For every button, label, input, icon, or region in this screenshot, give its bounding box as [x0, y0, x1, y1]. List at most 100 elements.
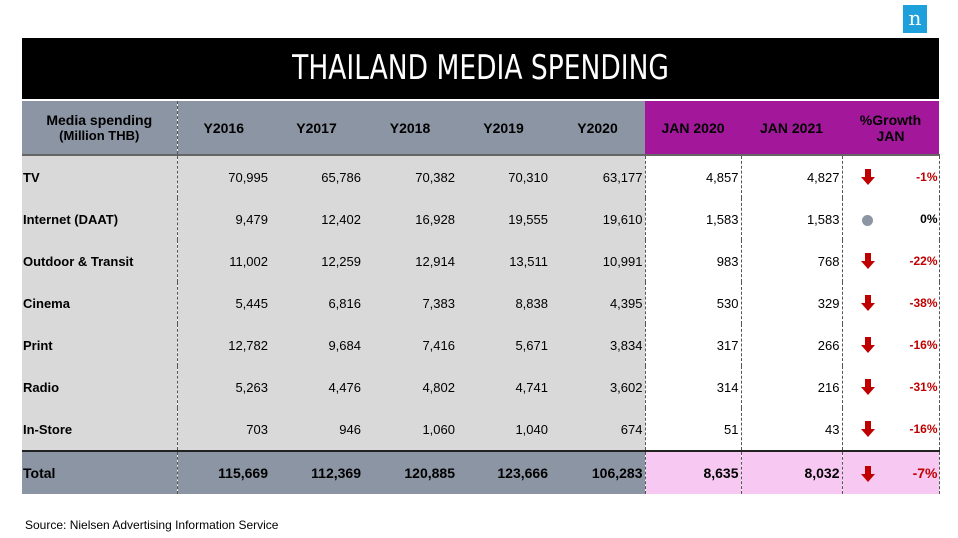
row-label: In-Store: [22, 408, 178, 451]
row-label: Cinema: [22, 282, 178, 324]
value-cell: 3,834: [550, 324, 646, 366]
growth-cell: -22%: [893, 240, 940, 282]
value-cell: 946: [270, 408, 363, 451]
value-cell: 266: [741, 324, 843, 366]
trend-cell: [842, 154, 893, 198]
header-row: Media spending (Million THB) Y2016 Y2017…: [22, 101, 940, 155]
value-cell: 4,395: [550, 282, 646, 324]
value-cell: 4,827: [741, 154, 843, 198]
value-cell: 7,383: [363, 282, 457, 324]
value-cell: 1,040: [457, 408, 550, 451]
row-label: Radio: [22, 366, 178, 408]
growth-cell: -1%: [893, 154, 940, 198]
value-cell: 43: [741, 408, 843, 451]
value-cell: 4,741: [457, 366, 550, 408]
header-col: Y2019: [457, 101, 550, 155]
value-cell: 112,369: [270, 450, 363, 494]
table-row: Cinema 5,445 6,816 7,383 8,838 4,395 530 329 -38…: [22, 282, 940, 324]
header-col: JAN 2020: [645, 101, 741, 155]
value-cell: 120,885: [363, 450, 457, 494]
growth-cell: -16%: [893, 408, 940, 451]
down-arrow-icon: [860, 337, 875, 354]
header-media-spending: Media spending (Million THB): [22, 101, 178, 155]
row-label: TV: [22, 154, 178, 198]
value-cell: 123,666: [457, 450, 550, 494]
value-cell: 106,283: [550, 450, 646, 494]
value-cell: 63,177: [550, 154, 646, 198]
row-label: Internet (DAAT): [22, 198, 178, 240]
value-cell: 70,310: [457, 154, 550, 198]
value-cell: 5,263: [177, 366, 270, 408]
page-title: THAILAND MEDIA SPENDING: [292, 48, 669, 88]
trend-cell: [842, 198, 893, 240]
value-cell: 6,816: [270, 282, 363, 324]
value-cell: 12,782: [177, 324, 270, 366]
header-col: Y2018: [363, 101, 457, 155]
value-cell: 13,511: [457, 240, 550, 282]
value-cell: 4,802: [363, 366, 457, 408]
value-cell: 530: [645, 282, 742, 324]
table-row: TV 70,995 65,786 70,382 70,310 63,177 4,857 4,8…: [22, 154, 940, 198]
value-cell: 317: [645, 324, 742, 366]
value-cell: 703: [177, 408, 270, 451]
down-arrow-icon: [860, 169, 875, 186]
row-label: Outdoor & Transit: [22, 240, 178, 282]
value-cell: 8,635: [645, 450, 742, 494]
trend-cell: [842, 408, 893, 451]
value-cell: 51: [645, 408, 742, 451]
value-cell: 12,402: [270, 198, 363, 240]
value-cell: 1,583: [741, 198, 843, 240]
growth-cell: -31%: [893, 366, 940, 408]
value-cell: 65,786: [270, 154, 363, 198]
trend-cell: [842, 450, 893, 494]
header-col: Y2020: [550, 101, 645, 155]
header-label-line2: (Million THB): [59, 128, 140, 143]
value-cell: 329: [741, 282, 843, 324]
row-label: Print: [22, 324, 178, 366]
source-note: Source: Nielsen Advertising Information …: [25, 518, 279, 532]
header-growth-line1: %Growth: [859, 111, 922, 128]
trend-cell: [842, 240, 893, 282]
value-cell: 5,671: [457, 324, 550, 366]
header-growth: %Growth JAN: [842, 101, 940, 155]
value-cell: 768: [741, 240, 843, 282]
value-cell: 11,002: [177, 240, 270, 282]
value-cell: 19,555: [457, 198, 550, 240]
table-row: Outdoor & Transit 11,002 12,259 12,914 13,51…: [22, 240, 940, 282]
logo-letter: n: [908, 6, 922, 30]
value-cell: 983: [645, 240, 742, 282]
value-cell: 16,928: [363, 198, 457, 240]
value-cell: 115,669: [177, 450, 270, 494]
table-row: In-Store 703 946 1,060 1,040 674 51 43 -16%: [22, 408, 940, 451]
table-row: Radio 5,263 4,476 4,802 4,741 3,602 314 216 -31%: [22, 366, 940, 408]
value-cell: 3,602: [550, 366, 646, 408]
value-cell: 1,060: [363, 408, 457, 451]
value-cell: 1,583: [645, 198, 742, 240]
trend-cell: [842, 282, 893, 324]
down-arrow-icon: [860, 421, 875, 438]
down-arrow-icon: [860, 295, 875, 312]
media-spending-table: Media spending (Million THB) Y2016 Y2017…: [22, 101, 940, 494]
value-cell: 12,914: [363, 240, 457, 282]
value-cell: 7,416: [363, 324, 457, 366]
neutral-dot-icon: [862, 214, 874, 226]
growth-cell: -16%: [893, 324, 940, 366]
value-cell: 674: [550, 408, 646, 451]
header-col: Y2017: [270, 101, 363, 155]
header-col: JAN 2021: [741, 101, 842, 155]
nielsen-logo: n: [903, 5, 927, 33]
table-row: Internet (DAAT) 9,479 12,402 16,928 19,555 19…: [22, 198, 940, 240]
row-label: Total: [22, 450, 178, 494]
value-cell: 19,610: [550, 198, 646, 240]
value-cell: 9,479: [177, 198, 270, 240]
value-cell: 8,032: [741, 450, 843, 494]
down-arrow-icon: [860, 465, 875, 482]
value-cell: 8,838: [457, 282, 550, 324]
table-row: Print 12,782 9,684 7,416 5,671 3,834 317 266 -16…: [22, 324, 940, 366]
header-growth-line2: JAN: [876, 127, 905, 144]
trend-cell: [842, 324, 893, 366]
value-cell: 70,382: [363, 154, 457, 198]
header-col: Y2016: [177, 101, 270, 155]
growth-cell: -7%: [893, 450, 940, 494]
value-cell: 216: [741, 366, 843, 408]
